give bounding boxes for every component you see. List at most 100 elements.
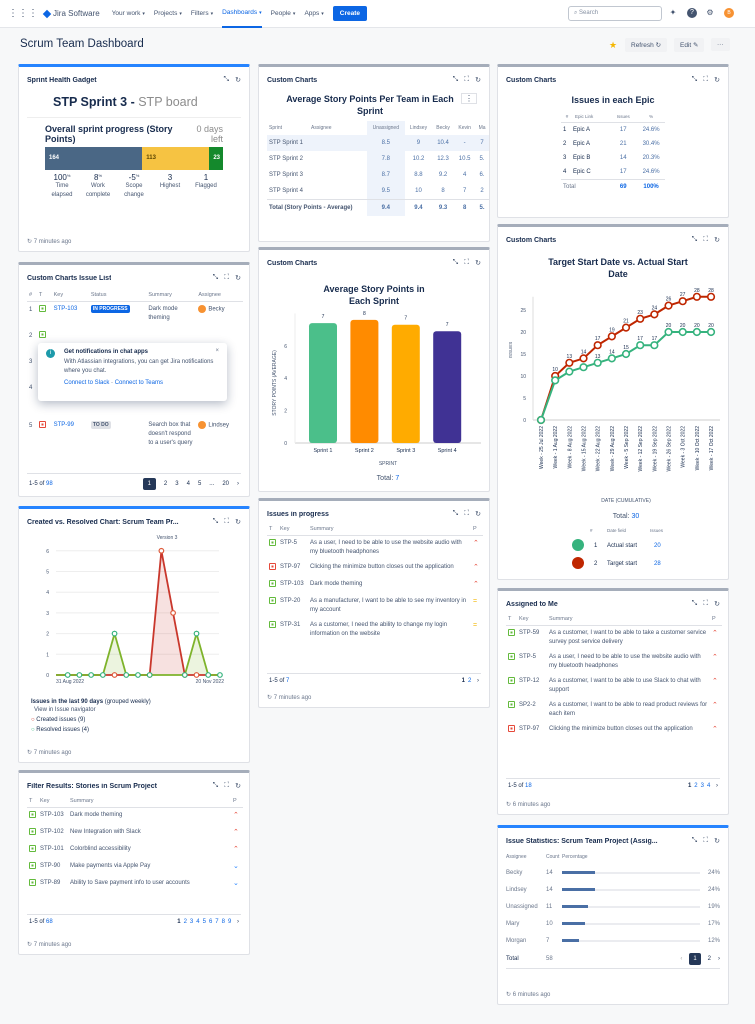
fullscreen-icon[interactable]: ⛶ (224, 274, 230, 281)
total-link[interactable]: 98 (46, 481, 53, 487)
page-3[interactable]: 3 (189, 919, 194, 925)
view-in-navigator-link[interactable]: View in Issue navigator (34, 707, 96, 713)
table-row[interactable]: STP-59 As a customer, I want to be able t… (506, 626, 722, 651)
fullscreen-icon[interactable]: ⛶ (224, 782, 230, 789)
issue-key[interactable]: SP2-2 (519, 702, 536, 708)
summary[interactable]: As a user, I need to be able to use the … (310, 540, 462, 555)
page-7[interactable]: 7 (215, 919, 219, 925)
table-row[interactable]: 5 STP-99 TO DO Search box that doesn't resp… (27, 418, 243, 466)
page-1[interactable]: 1 (177, 919, 181, 925)
page-20[interactable]: 20 (222, 481, 229, 487)
issue-key[interactable]: STP-89 (40, 880, 61, 886)
issue-key[interactable]: STP-103 (53, 306, 78, 312)
fullscreen-icon[interactable]: ⛶ (703, 76, 709, 83)
total-link[interactable]: 18 (525, 783, 532, 789)
next-page-icon[interactable]: › (235, 919, 239, 925)
cell-value[interactable]: 10.4 (437, 140, 449, 146)
page-9[interactable]: 9 (227, 919, 232, 925)
column-header[interactable]: Percentage (562, 854, 588, 860)
next-page-icon[interactable]: › (475, 678, 479, 684)
percentage[interactable]: 24.6% (642, 127, 660, 133)
cell-value[interactable]: 9.2 (438, 172, 448, 178)
column-header-lindsey[interactable]: Lindsey (409, 125, 428, 131)
column-header[interactable]: Key (278, 523, 308, 536)
cell-value[interactable]: 9.5 (366, 183, 406, 200)
search-input[interactable]: ⌕ Search (568, 6, 662, 21)
table-row[interactable]: STP-31 As a customer, I need the ability … (267, 618, 483, 642)
page-2[interactable]: 2 (467, 678, 472, 684)
cell-value[interactable]: 12.3 (437, 156, 449, 162)
cell-value[interactable]: 7.8 (366, 151, 406, 167)
table-row[interactable]: STP-90 Make payments via Apple Pay ⌄ (27, 859, 243, 876)
summary[interactable]: Clicking the minimize button closes out … (549, 726, 693, 732)
more-button[interactable]: ··· (711, 38, 730, 51)
fullscreen-icon[interactable]: ⛶ (464, 259, 470, 266)
refresh-button[interactable]: Refresh ↻ (625, 38, 668, 52)
nav-apps[interactable]: Apps ▾ (304, 0, 323, 28)
column-header[interactable]: P (710, 613, 722, 626)
column-header-unassigned[interactable]: Unassigned (366, 121, 406, 135)
column-header[interactable]: # (27, 289, 37, 302)
refresh-icon[interactable]: ↻ (235, 519, 241, 526)
table-row[interactable]: STP-5 As a user, I need to be able to use… (506, 650, 722, 674)
summary[interactable]: Ability to Save payment info to user acc… (70, 880, 190, 886)
cell-value[interactable]: 10.2 (412, 156, 425, 162)
column-header-assignee[interactable]: Assignee (311, 125, 332, 131)
column-header[interactable]: Status (88, 289, 147, 302)
table-row[interactable]: STP-103 Dark mode theming ⌃ (267, 577, 483, 594)
refresh-icon[interactable]: ↻ (714, 77, 720, 84)
notifications-icon[interactable]: ✦ (669, 8, 677, 17)
page-2[interactable]: 2 (163, 481, 168, 487)
page-2[interactable]: 2 (707, 955, 711, 962)
table-row[interactable]: STP-20 As a manufacturer, I want to be ab… (267, 594, 483, 618)
column-header[interactable]: Key (517, 613, 547, 626)
cell-value[interactable]: 5. (479, 156, 485, 162)
cell-value[interactable]: 10.5 (458, 156, 471, 162)
cell-value[interactable]: 8 (441, 188, 445, 194)
page-4[interactable]: 4 (706, 783, 711, 789)
table-row[interactable]: STP-5 As a user, I need to be able to use… (267, 536, 483, 561)
jira-logo[interactable]: Jira Software (42, 9, 100, 18)
summary[interactable]: Dark mode theming (70, 812, 123, 818)
nav-dashboards[interactable]: Dashboards ▾ (222, 0, 262, 28)
summary[interactable]: Make payments via Apple Pay (70, 863, 151, 869)
nav-people[interactable]: People ▾ (271, 0, 296, 28)
table-row[interactable]: STP-97 Clicking the minimize button close… (506, 722, 722, 739)
summary[interactable]: As a user, I need to be able to use the … (549, 654, 701, 669)
page-4[interactable]: 4 (196, 919, 200, 925)
column-header[interactable]: Key (51, 289, 89, 302)
column-header-sprint[interactable]: Sprint (269, 125, 283, 131)
issue-key[interactable]: STP-59 (519, 630, 540, 636)
table-row[interactable]: 2 (27, 328, 243, 354)
column-header-kevin[interactable]: Kevin (458, 125, 471, 131)
issue-count[interactable]: 17 (619, 169, 627, 175)
issue-key[interactable]: STP-12 (519, 678, 540, 684)
cell-value[interactable]: 7 (462, 188, 467, 194)
table-row[interactable]: STP-101 Colorblind accessibility ⌃ (27, 842, 243, 859)
minimize-icon[interactable]: ⤡ (691, 837, 698, 844)
page-2[interactable]: 2 (694, 783, 698, 789)
summary[interactable]: New Integration with Slack (70, 829, 141, 835)
stats-row[interactable]: Mary 10 17% (506, 915, 720, 932)
cell-value[interactable]: 7 (480, 140, 484, 146)
column-header[interactable]: P (231, 795, 243, 808)
nav-filters[interactable]: Filters ▾ (191, 0, 213, 28)
issue-key[interactable]: STP-103 (280, 581, 304, 587)
column-header[interactable]: Epic Link (573, 111, 610, 123)
issue-key[interactable]: STP-103 (40, 812, 64, 818)
prev-page-icon[interactable]: ‹ (680, 955, 683, 962)
connect-teams-link[interactable]: Connect to Teams (114, 380, 163, 386)
page-3[interactable]: 3 (175, 481, 179, 487)
cell-value[interactable]: 6. (479, 172, 485, 178)
summary[interactable]: As a customer, I want to be able to read… (549, 702, 708, 717)
column-header[interactable]: # (561, 111, 573, 123)
summary[interactable]: As a customer, I need the ability to cha… (310, 622, 448, 637)
refresh-icon[interactable]: ↻ (235, 783, 241, 790)
fullscreen-icon[interactable]: ⛶ (464, 510, 470, 517)
fullscreen-icon[interactable]: ⛶ (703, 837, 709, 844)
stats-row[interactable]: Becky 14 24% (506, 864, 720, 881)
page-8[interactable]: 8 (221, 919, 225, 925)
minimize-icon[interactable]: ⤡ (691, 236, 698, 243)
fullscreen-icon[interactable]: ⛶ (224, 518, 230, 525)
column-header[interactable]: Count (546, 854, 560, 860)
